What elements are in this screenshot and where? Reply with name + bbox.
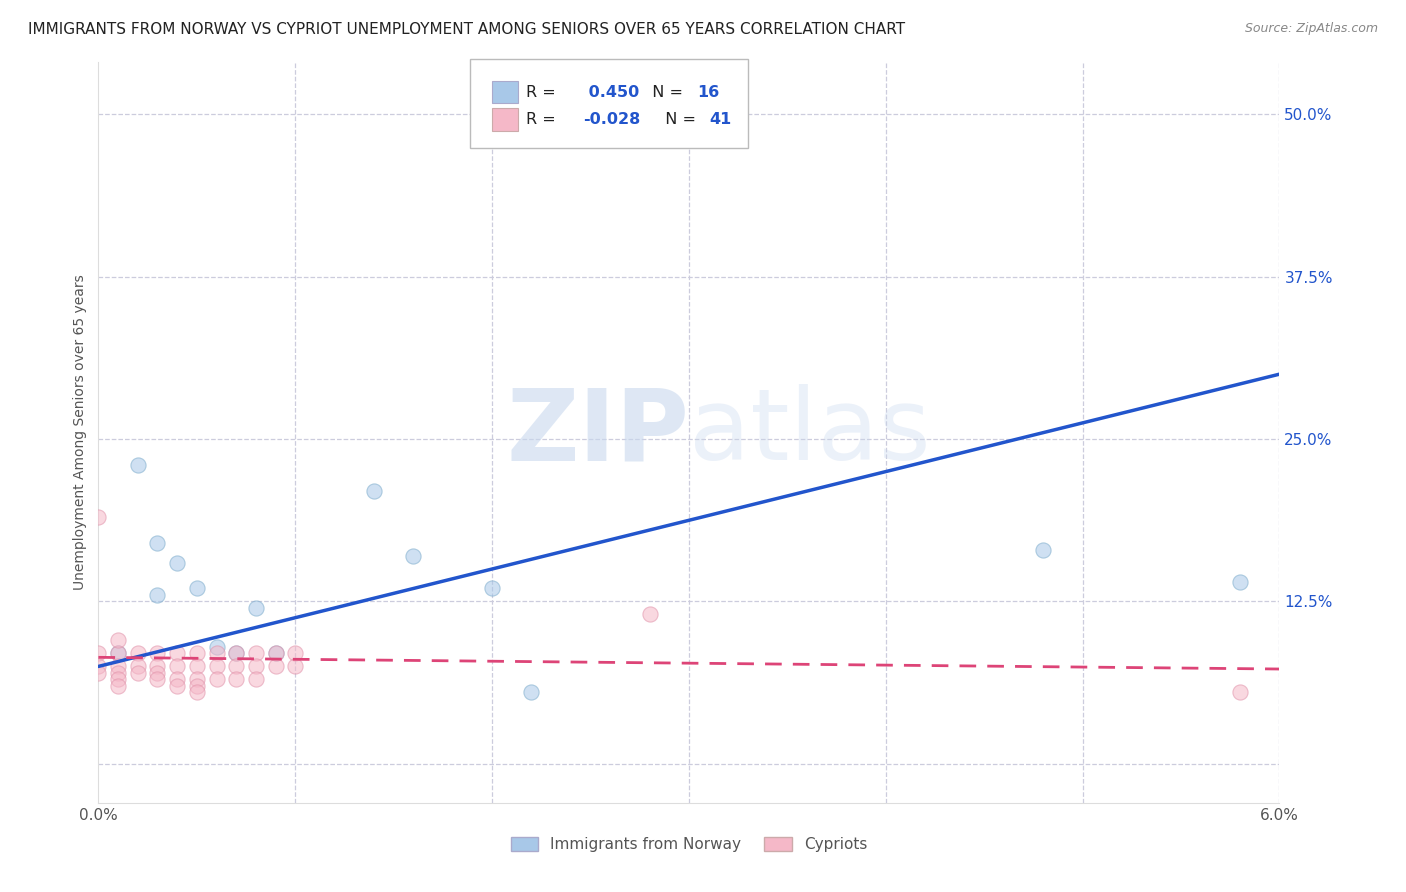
Point (205, 640, 228, 654)
Point (225, 647, 247, 661)
Text: ZIP: ZIP (506, 384, 689, 481)
Point (186, 659, 208, 673)
Point (146, 673, 169, 687)
FancyBboxPatch shape (471, 59, 748, 147)
Point (107, 647, 129, 661)
Point (146, 588, 169, 602)
Point (225, 673, 247, 687)
Point (186, 679, 208, 693)
Text: N =: N = (641, 85, 688, 100)
FancyBboxPatch shape (492, 108, 517, 130)
Point (166, 673, 188, 687)
Text: 16: 16 (697, 85, 720, 100)
Point (245, 659, 267, 673)
Point (146, 536, 169, 550)
Point (166, 556, 188, 570)
Point (127, 458, 149, 472)
Text: N =: N = (655, 112, 700, 127)
Point (186, 582, 208, 596)
Point (127, 647, 149, 661)
FancyBboxPatch shape (492, 81, 517, 103)
Point (166, 679, 188, 693)
Point (264, 647, 287, 661)
Point (363, 484, 385, 499)
Point (87, 510, 110, 524)
Point (205, 673, 228, 687)
Text: atlas: atlas (689, 384, 931, 481)
Point (481, 582, 503, 596)
Point (402, 549, 425, 563)
Point (245, 673, 267, 687)
Text: 0.450: 0.450 (582, 85, 638, 100)
Point (638, 607, 661, 622)
Point (225, 647, 247, 661)
Text: R =: R = (526, 85, 561, 100)
Point (87, 659, 110, 673)
Point (87, 647, 110, 661)
Point (107, 679, 129, 693)
Point (284, 659, 307, 673)
Point (186, 685, 208, 699)
Point (127, 659, 149, 673)
Point (1032, 542, 1054, 557)
Point (186, 647, 208, 661)
Point (1229, 574, 1251, 589)
Point (166, 647, 188, 661)
Point (520, 685, 543, 699)
Point (127, 665, 149, 680)
Point (205, 647, 228, 661)
Point (284, 647, 307, 661)
Text: Source: ZipAtlas.com: Source: ZipAtlas.com (1244, 22, 1378, 36)
Point (107, 665, 129, 680)
Point (146, 665, 169, 680)
Text: R =: R = (526, 112, 561, 127)
Point (107, 647, 129, 661)
Point (166, 659, 188, 673)
Point (107, 633, 129, 648)
Point (1229, 685, 1251, 699)
Point (186, 673, 208, 687)
Y-axis label: Unemployment Among Seniors over 65 years: Unemployment Among Seniors over 65 years (73, 275, 87, 591)
Point (146, 659, 169, 673)
Text: 41: 41 (709, 112, 731, 127)
Point (264, 659, 287, 673)
Point (146, 647, 169, 661)
Text: -0.028: -0.028 (582, 112, 640, 127)
Point (205, 659, 228, 673)
Text: IMMIGRANTS FROM NORWAY VS CYPRIOT UNEMPLOYMENT AMONG SENIORS OVER 65 YEARS CORRE: IMMIGRANTS FROM NORWAY VS CYPRIOT UNEMPL… (28, 22, 905, 37)
Point (264, 647, 287, 661)
Point (245, 601, 267, 615)
Point (87, 665, 110, 680)
Point (107, 673, 129, 687)
Point (245, 647, 267, 661)
Legend: Immigrants from Norway, Cypriots: Immigrants from Norway, Cypriots (505, 830, 873, 858)
Point (225, 659, 247, 673)
Point (107, 659, 129, 673)
